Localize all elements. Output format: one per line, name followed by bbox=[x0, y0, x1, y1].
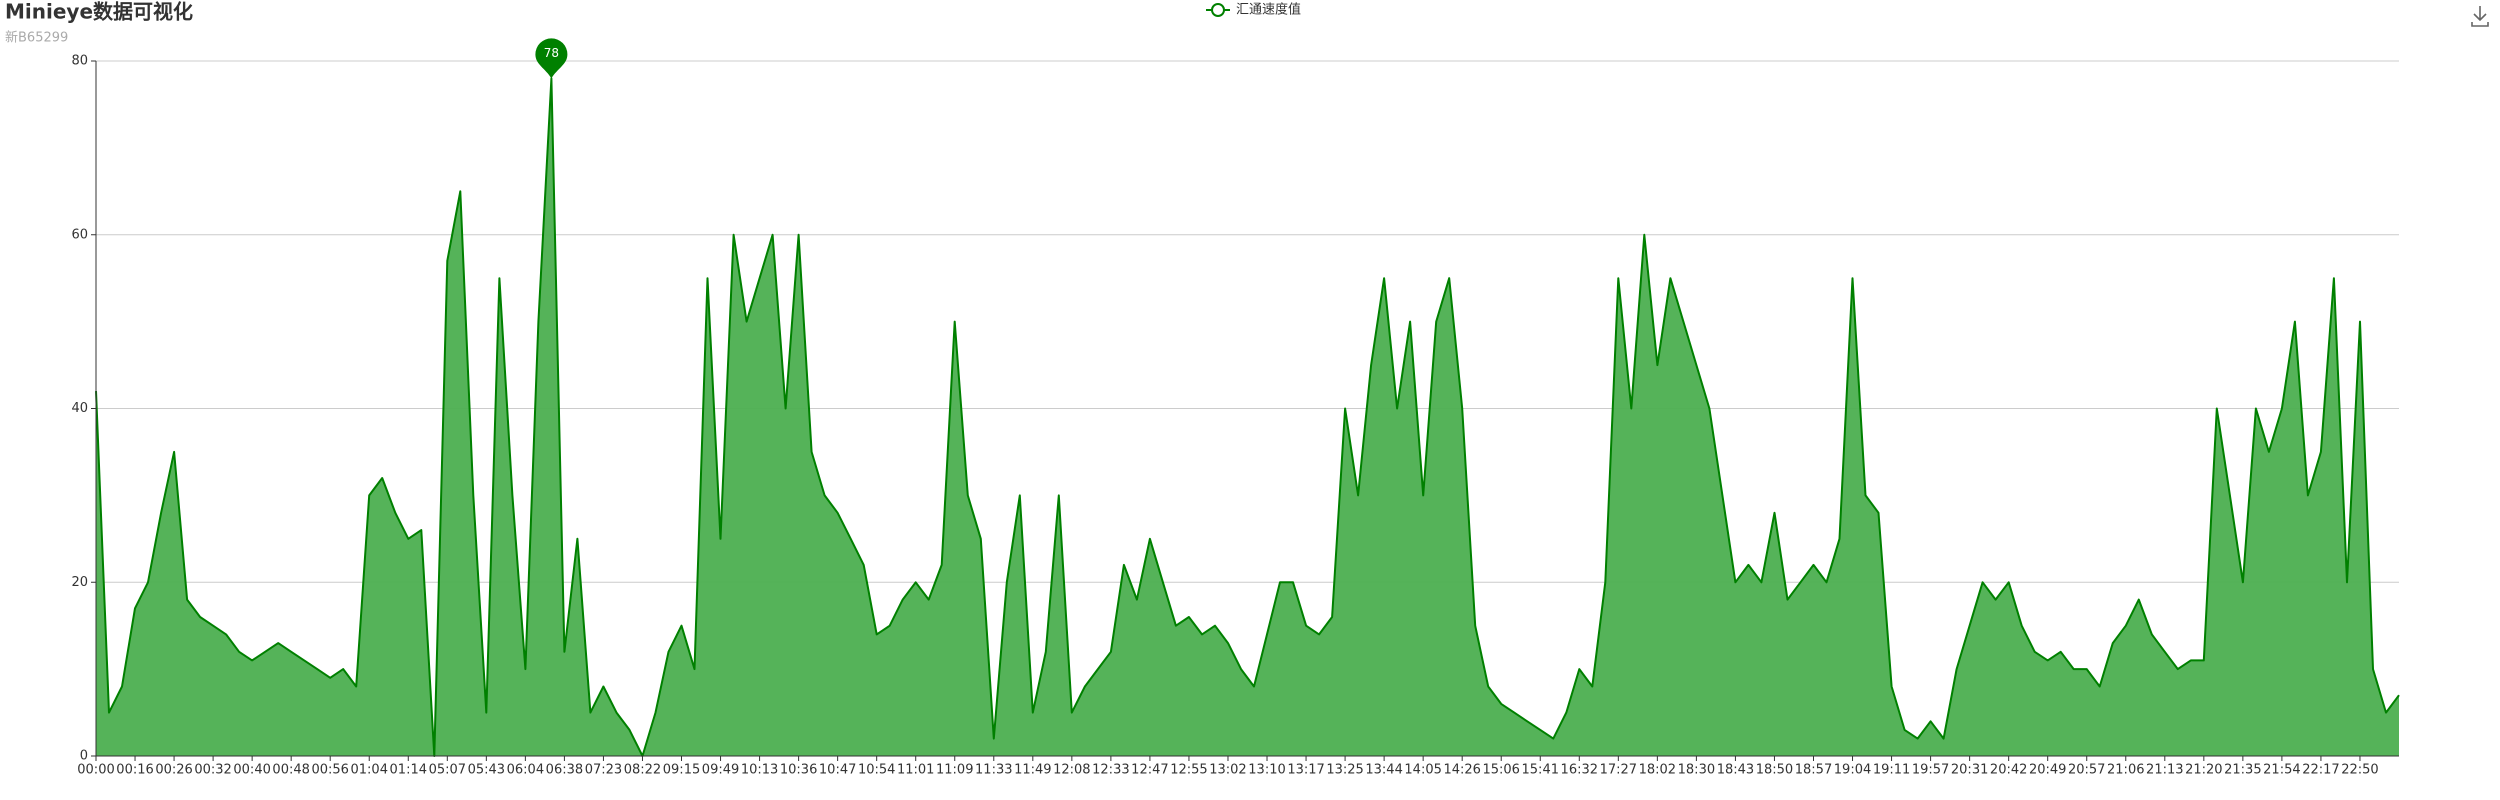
line bbox=[95, 77, 2400, 757]
x-tick-label: 11:09 bbox=[936, 763, 973, 778]
x-tick-label: 12:33 bbox=[1092, 763, 1129, 778]
x-tick-label: 13:44 bbox=[1365, 763, 1402, 778]
x-tick-label: 09:49 bbox=[702, 763, 739, 778]
x-tick-label: 20:49 bbox=[2029, 763, 2066, 778]
x-tick-label: 05:07 bbox=[429, 763, 466, 778]
x-tick-label: 13:25 bbox=[1326, 763, 1363, 778]
x-tick-label: 18:50 bbox=[1756, 763, 1793, 778]
x-tick-label: 12:47 bbox=[1131, 763, 1168, 778]
chart-title: Minieye数据可视化 bbox=[5, 0, 193, 24]
legend-symbol bbox=[1211, 3, 1225, 17]
x-tick-label: 00:16 bbox=[116, 763, 153, 778]
x-tick-label: 21:20 bbox=[2185, 763, 2222, 778]
x-tick-label: 21:35 bbox=[2224, 763, 2261, 778]
x-tick-label: 11:49 bbox=[1014, 763, 1051, 778]
x-tick-label: 20:42 bbox=[1990, 763, 2027, 778]
x-tick-label: 15:41 bbox=[1522, 763, 1559, 778]
x-tick-label: 19:04 bbox=[1834, 763, 1871, 778]
y-tick-label: 60 bbox=[71, 227, 88, 242]
x-tick-label: 00:48 bbox=[272, 763, 309, 778]
x-tick-label: 20:31 bbox=[1951, 763, 1988, 778]
x-tick-label: 00:40 bbox=[233, 763, 270, 778]
x-tick-label: 17:27 bbox=[1600, 763, 1637, 778]
x-tick-label: 13:02 bbox=[1209, 763, 1246, 778]
y-tick-label: 0 bbox=[80, 749, 88, 764]
y-tick-label: 20 bbox=[71, 575, 88, 590]
x-tick-label: 10:47 bbox=[819, 763, 856, 778]
x-tick-label: 18:30 bbox=[1678, 763, 1715, 778]
x-tick-label: 22:50 bbox=[2341, 763, 2378, 778]
x-tick-label: 11:01 bbox=[897, 763, 934, 778]
x-tick-label: 20:57 bbox=[2068, 763, 2105, 778]
y-tick-label: 80 bbox=[71, 54, 88, 69]
x-tick-label: 13:17 bbox=[1287, 763, 1324, 778]
x-tick-label: 14:26 bbox=[1443, 763, 1480, 778]
x-tick-label: 18:02 bbox=[1639, 763, 1676, 778]
download-icon[interactable] bbox=[2471, 6, 2489, 27]
x-tick-label: 21:13 bbox=[2146, 763, 2183, 778]
x-tick-label: 09:15 bbox=[663, 763, 700, 778]
x-tick-label: 15:06 bbox=[1482, 763, 1519, 778]
x-tick-label: 07:23 bbox=[585, 763, 622, 778]
x-tick-label: 18:43 bbox=[1717, 763, 1754, 778]
x-tick-label: 19:11 bbox=[1873, 763, 1910, 778]
x-tick-label: 01:14 bbox=[390, 763, 427, 778]
x-tick-label: 19:57 bbox=[1912, 763, 1949, 778]
x-tick-label: 10:13 bbox=[741, 763, 778, 778]
x-tick-label: 22:17 bbox=[2302, 763, 2339, 778]
x-tick-label: 00:32 bbox=[194, 763, 231, 778]
x-tick-label: 06:38 bbox=[546, 763, 583, 778]
x-tick-label: 13:10 bbox=[1248, 763, 1285, 778]
x-tick-label: 01:04 bbox=[351, 763, 388, 778]
x-tick-label: 00:56 bbox=[311, 763, 348, 778]
max-pin bbox=[535, 38, 568, 79]
x-tick-label: 14:05 bbox=[1404, 763, 1441, 778]
x-tick-label: 16:32 bbox=[1561, 763, 1598, 778]
x-tick-label: 05:43 bbox=[468, 763, 505, 778]
area bbox=[96, 78, 2399, 756]
x-tick-label: 10:36 bbox=[780, 763, 817, 778]
max-pin-label: 78 bbox=[544, 46, 559, 60]
chart-subtitle: 新B65299 bbox=[5, 30, 68, 46]
x-tick-label: 21:06 bbox=[2107, 763, 2144, 778]
download-glyph bbox=[2471, 6, 2489, 27]
legend[interactable]: 汇通速度值 bbox=[1206, 2, 1301, 18]
x-tick-label: 18:57 bbox=[1795, 763, 1832, 778]
x-tick-label: 08:22 bbox=[624, 763, 661, 778]
legend-label: 汇通速度值 bbox=[1236, 2, 1301, 18]
x-tick-label: 21:54 bbox=[2263, 763, 2300, 778]
x-tick-label: 12:08 bbox=[1053, 763, 1090, 778]
y-tick-label: 40 bbox=[71, 401, 88, 416]
x-tick-label: 00:00 bbox=[77, 763, 114, 778]
x-tick-label: 12:55 bbox=[1170, 763, 1207, 778]
x-tick-label: 10:54 bbox=[858, 763, 895, 778]
x-tick-label: 06:04 bbox=[507, 763, 544, 778]
x-tick-label: 00:26 bbox=[155, 763, 192, 778]
x-tick-label: 11:33 bbox=[975, 763, 1012, 778]
